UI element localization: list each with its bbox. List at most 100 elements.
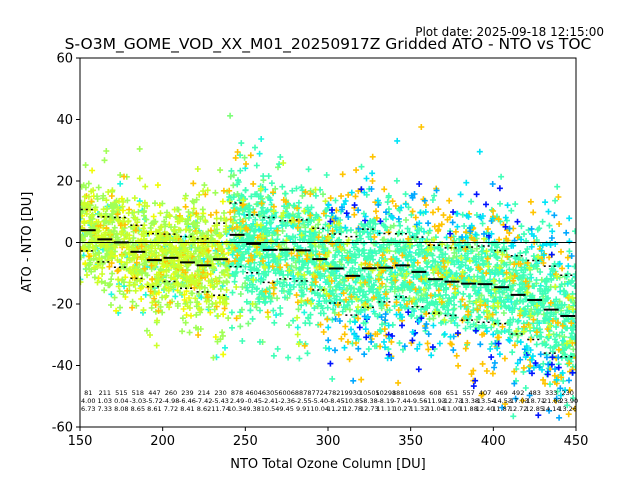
bin-stat-label: 10.54 (261, 405, 280, 413)
bin-stat-label: 81 (84, 389, 92, 397)
bin-stat-label: -21.83 (541, 397, 562, 405)
bin-stat-label: -2.36 (278, 397, 295, 405)
bin-stat-label: -5.40 (311, 397, 328, 405)
y-axis-label: ATO - NTO [DU] (20, 192, 35, 293)
scatter-marker-group (80, 160, 576, 349)
bin-stat-label: -13.38 (458, 397, 479, 405)
y-tick-label: 60 (56, 52, 73, 67)
bin-stat-label: 8.61 (147, 405, 161, 413)
bin-stat-label: 0.04 (114, 397, 128, 405)
bin-stat-label: 10298 (376, 389, 397, 397)
bin-stat-label: -18.71 (524, 397, 545, 405)
x-tick-label: 450 (564, 434, 589, 449)
y-tick-label: -20 (52, 298, 73, 313)
bin-stat-label: -7.44 (394, 397, 411, 405)
bin-stat-label: 698 (413, 389, 425, 397)
bin-stat-label: 13.26 (558, 405, 577, 413)
bin-stat-label: 11.04 (426, 405, 445, 413)
bin-stat-label: 10.27 (393, 405, 412, 413)
x-tick-label: 150 (68, 434, 93, 449)
bin-stat-label: 9.38 (246, 405, 260, 413)
bin-stat-label: 211 (99, 389, 111, 397)
bin-stat-label: -0.45 (245, 397, 262, 405)
bin-stat-label: -9.56 (411, 397, 428, 405)
bin-stat-label: 4604 (245, 389, 262, 397)
bin-stat-label: 9930 (345, 389, 362, 397)
bin-stat-label: 260 (165, 389, 177, 397)
bin-stat-label: -5.72 (146, 397, 163, 405)
bin-stat-label: 557 (462, 389, 474, 397)
bin-stat-label: 6305 (262, 389, 279, 397)
y-tick-label: 40 (56, 113, 73, 128)
bin-stat-label: 14.14 (542, 405, 561, 413)
bin-stat-label: 239 (181, 389, 193, 397)
bin-stat-label: 7.33 (98, 405, 112, 413)
bin-stat-label: 483 (528, 389, 540, 397)
x-axis: 150 200 250 300 350 400 450 (68, 427, 589, 449)
bin-stat-label: -13.54 (475, 397, 496, 405)
bin-stat-label: -17.03 (508, 397, 529, 405)
bin-stat-label: 4.00 (81, 397, 95, 405)
bin-stat-label: -4.98 (163, 397, 180, 405)
bin-mean-markers (80, 229, 576, 317)
bin-stat-label: 7.72 (164, 405, 178, 413)
bin-stat-label: -2.55 (295, 397, 312, 405)
bin-stat-label: 11.32 (410, 405, 429, 413)
bin-stat-label: 6006 (278, 389, 295, 397)
y-tick-label: -40 (52, 359, 73, 374)
x-tick-label: 350 (398, 434, 423, 449)
scatter-marker-group (80, 124, 576, 418)
bin-stat-label: 7724 (311, 389, 328, 397)
bin-stat-label: 333 (545, 389, 557, 397)
bin-stat-label: 12.78 (343, 405, 362, 413)
bin-stat-label: 12.40 (476, 405, 495, 413)
bin-stat-label: -3.03 (129, 397, 146, 405)
bin-stat-label: 9.45 (279, 405, 293, 413)
bin-stat-label: 12.73 (360, 405, 379, 413)
bin-stat-label: -10.85 (342, 397, 363, 405)
bin-stat-label: 407 (479, 389, 491, 397)
bin-stat-label: 230 (562, 389, 574, 397)
bin-stat-label: 11.11 (377, 405, 396, 413)
x-tick-label: 250 (233, 434, 258, 449)
bin-stat-label: 8.08 (114, 405, 128, 413)
x-axis-label: NTO Total Ozone Column [DU] (230, 457, 426, 472)
bin-stat-label: -23.90 (557, 397, 578, 405)
bin-stat-label: 12.85 (525, 405, 544, 413)
bin-stat-label: 492 (512, 389, 524, 397)
bin-stat-label: -11.93 (425, 397, 446, 405)
bin-stat-label: 10.34 (228, 405, 247, 413)
bin-stat-label: 8.41 (180, 405, 194, 413)
bin-stat-label: 9.91 (296, 405, 310, 413)
bin-stat-label: -7.42 (196, 397, 213, 405)
bin-stat-label: 7821 (328, 389, 345, 397)
bin-stat-label: -8.38 (361, 397, 378, 405)
bin-stat-label: 515 (115, 389, 127, 397)
x-tick-label: 300 (316, 434, 341, 449)
y-tick-label: 0 (65, 236, 73, 251)
bin-stat-label: 469 (495, 389, 507, 397)
bin-stat-label: 518 (132, 389, 144, 397)
bin-stat-label: 6.73 (81, 405, 95, 413)
bin-stat-label: 10505 (359, 389, 380, 397)
bin-stat-label: 214 (198, 389, 210, 397)
bin-stat-label: 11.87 (492, 405, 511, 413)
plot-date: Plot date: 2025-09-18 12:15:00 (415, 25, 604, 39)
bin-stat-label: 1.03 (98, 397, 112, 405)
bin-stat-label: 8.65 (131, 405, 145, 413)
y-tick-label: 20 (56, 175, 73, 190)
bin-stat-label: 12.72 (509, 405, 528, 413)
bin-stat-label: 2.49 (230, 397, 244, 405)
bin-stat-label: 11.21 (327, 405, 346, 413)
bin-stat-label: 11.88 (459, 405, 478, 413)
bin-stat-label: -5.43 (212, 397, 229, 405)
bin-stat-label: 8878 (295, 389, 312, 397)
bin-stat-label: -12.73 (442, 397, 463, 405)
y-axis: -60 -40 -20 0 20 40 60 (52, 52, 80, 436)
bin-stat-label: 651 (446, 389, 458, 397)
bin-stat-label: 878 (231, 389, 243, 397)
scatter-marker-group (325, 137, 573, 399)
bin-stat-label: 11.74 (211, 405, 230, 413)
